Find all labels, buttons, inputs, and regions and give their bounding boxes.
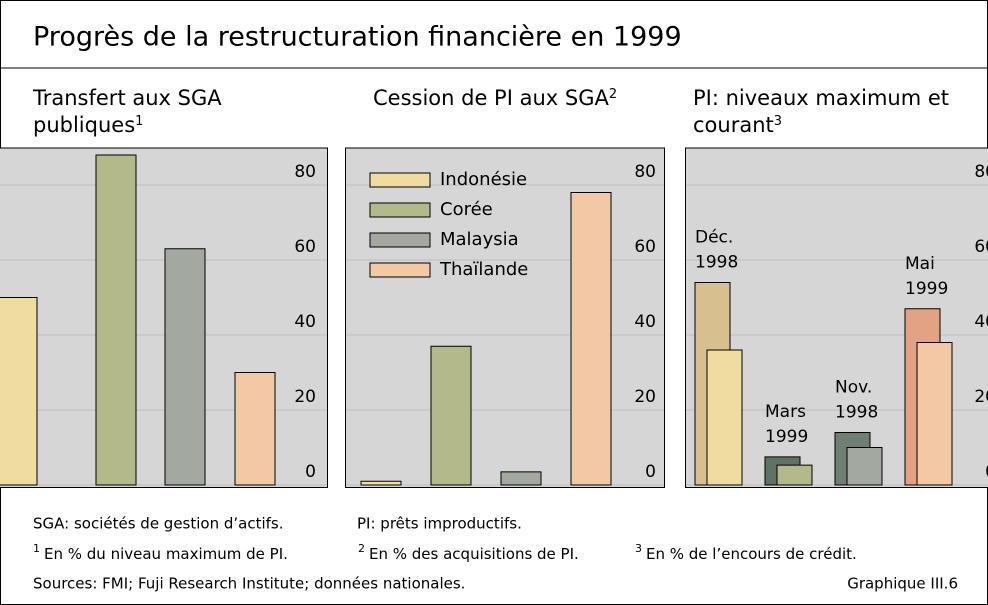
y-tick-label: 0 <box>305 462 316 482</box>
legend-swatch <box>369 262 431 278</box>
footnote-text: En % de l’encours de crédit. <box>646 545 857 563</box>
bar <box>500 471 542 486</box>
y-tick-label: 60 <box>974 237 988 257</box>
y-tick-label: 20 <box>294 387 316 407</box>
bar <box>776 464 813 486</box>
y-tick-label: 20 <box>634 387 656 407</box>
bar <box>430 345 472 486</box>
y-tick-label: 40 <box>294 312 316 332</box>
legend-swatch <box>369 172 431 188</box>
title-note: 1 <box>135 114 144 129</box>
y-tick-label: 80 <box>634 162 656 182</box>
y-tick-label: 40 <box>634 312 656 332</box>
footnote-mark: 3 <box>635 542 642 555</box>
bar <box>846 447 883 486</box>
footnote: 2 En % des acquisitions de PI. <box>358 542 579 563</box>
bar <box>706 349 743 486</box>
panel-title: Transfert aux SGA publiques1 <box>33 85 283 139</box>
plot-border <box>345 147 665 488</box>
legend-label: Corée <box>440 199 493 220</box>
bar <box>95 154 137 486</box>
y-tick-label: 0 <box>645 462 656 482</box>
footnote-text: En % des acquisitions de PI. <box>369 545 579 563</box>
plot-border <box>0 147 328 488</box>
bar <box>0 297 38 486</box>
y-tick-label: 40 <box>974 312 988 332</box>
footnote: 3 En % de l’encours de crédit. <box>635 542 857 563</box>
y-tick-label: 80 <box>294 162 316 182</box>
footnote: 1 En % du niveau maximum de PI. <box>33 542 288 563</box>
bar <box>164 248 206 486</box>
panel-title-text: PI: niveaux maximum et courant <box>693 86 950 137</box>
legend-swatch <box>369 232 431 248</box>
bar <box>360 480 402 486</box>
title-note: 2 <box>608 87 618 102</box>
y-tick-label: 80 <box>974 162 988 182</box>
bar <box>570 192 612 486</box>
annotation: Mars <box>765 402 806 422</box>
panel-title: Cession de PI aux SGA2 <box>373 85 673 112</box>
panel-title: PI: niveaux maximum et courant3 <box>693 85 973 139</box>
note: PI: prêts improductifs. <box>357 515 522 533</box>
annotation: Mai <box>905 254 935 274</box>
source: Sources: FMI; Fuji Research Institute; d… <box>33 575 465 593</box>
plot-area <box>345 147 665 488</box>
annotation: 1999 <box>765 427 808 447</box>
title-note: 3 <box>773 114 783 129</box>
plot-border <box>685 147 988 488</box>
panel-title-text: Transfert aux SGA publiques <box>33 86 222 137</box>
annotation: 1998 <box>835 403 878 423</box>
y-tick-label: 60 <box>294 237 316 257</box>
annotation: 1999 <box>905 279 948 299</box>
legend-label: Indonésie <box>440 169 527 190</box>
bar <box>916 342 953 486</box>
chart-id: Graphique III.6 <box>847 575 958 593</box>
annotation: Nov. <box>835 378 872 398</box>
panel-title-text: Cession de PI aux SGA <box>373 86 609 110</box>
footnote-text: En % du niveau maximum de PI. <box>44 545 288 563</box>
footnote-mark: 1 <box>33 542 40 555</box>
y-tick-label: 20 <box>974 387 988 407</box>
plot-area <box>0 147 328 488</box>
footnote-mark: 2 <box>358 542 365 555</box>
note: SGA: sociétés de gestion d’actifs. <box>33 515 284 533</box>
chart-title: Progrès de la restructuration financière… <box>33 22 682 53</box>
legend-swatch <box>369 202 431 218</box>
annotation: 1998 <box>695 253 738 273</box>
y-tick-label: 60 <box>634 237 656 257</box>
bar <box>234 372 276 486</box>
y-tick-label: 0 <box>985 462 988 482</box>
legend-label: Thaïlande <box>439 259 528 280</box>
legend-label: Malaysia <box>440 229 519 250</box>
annotation: Déc. <box>695 228 733 248</box>
